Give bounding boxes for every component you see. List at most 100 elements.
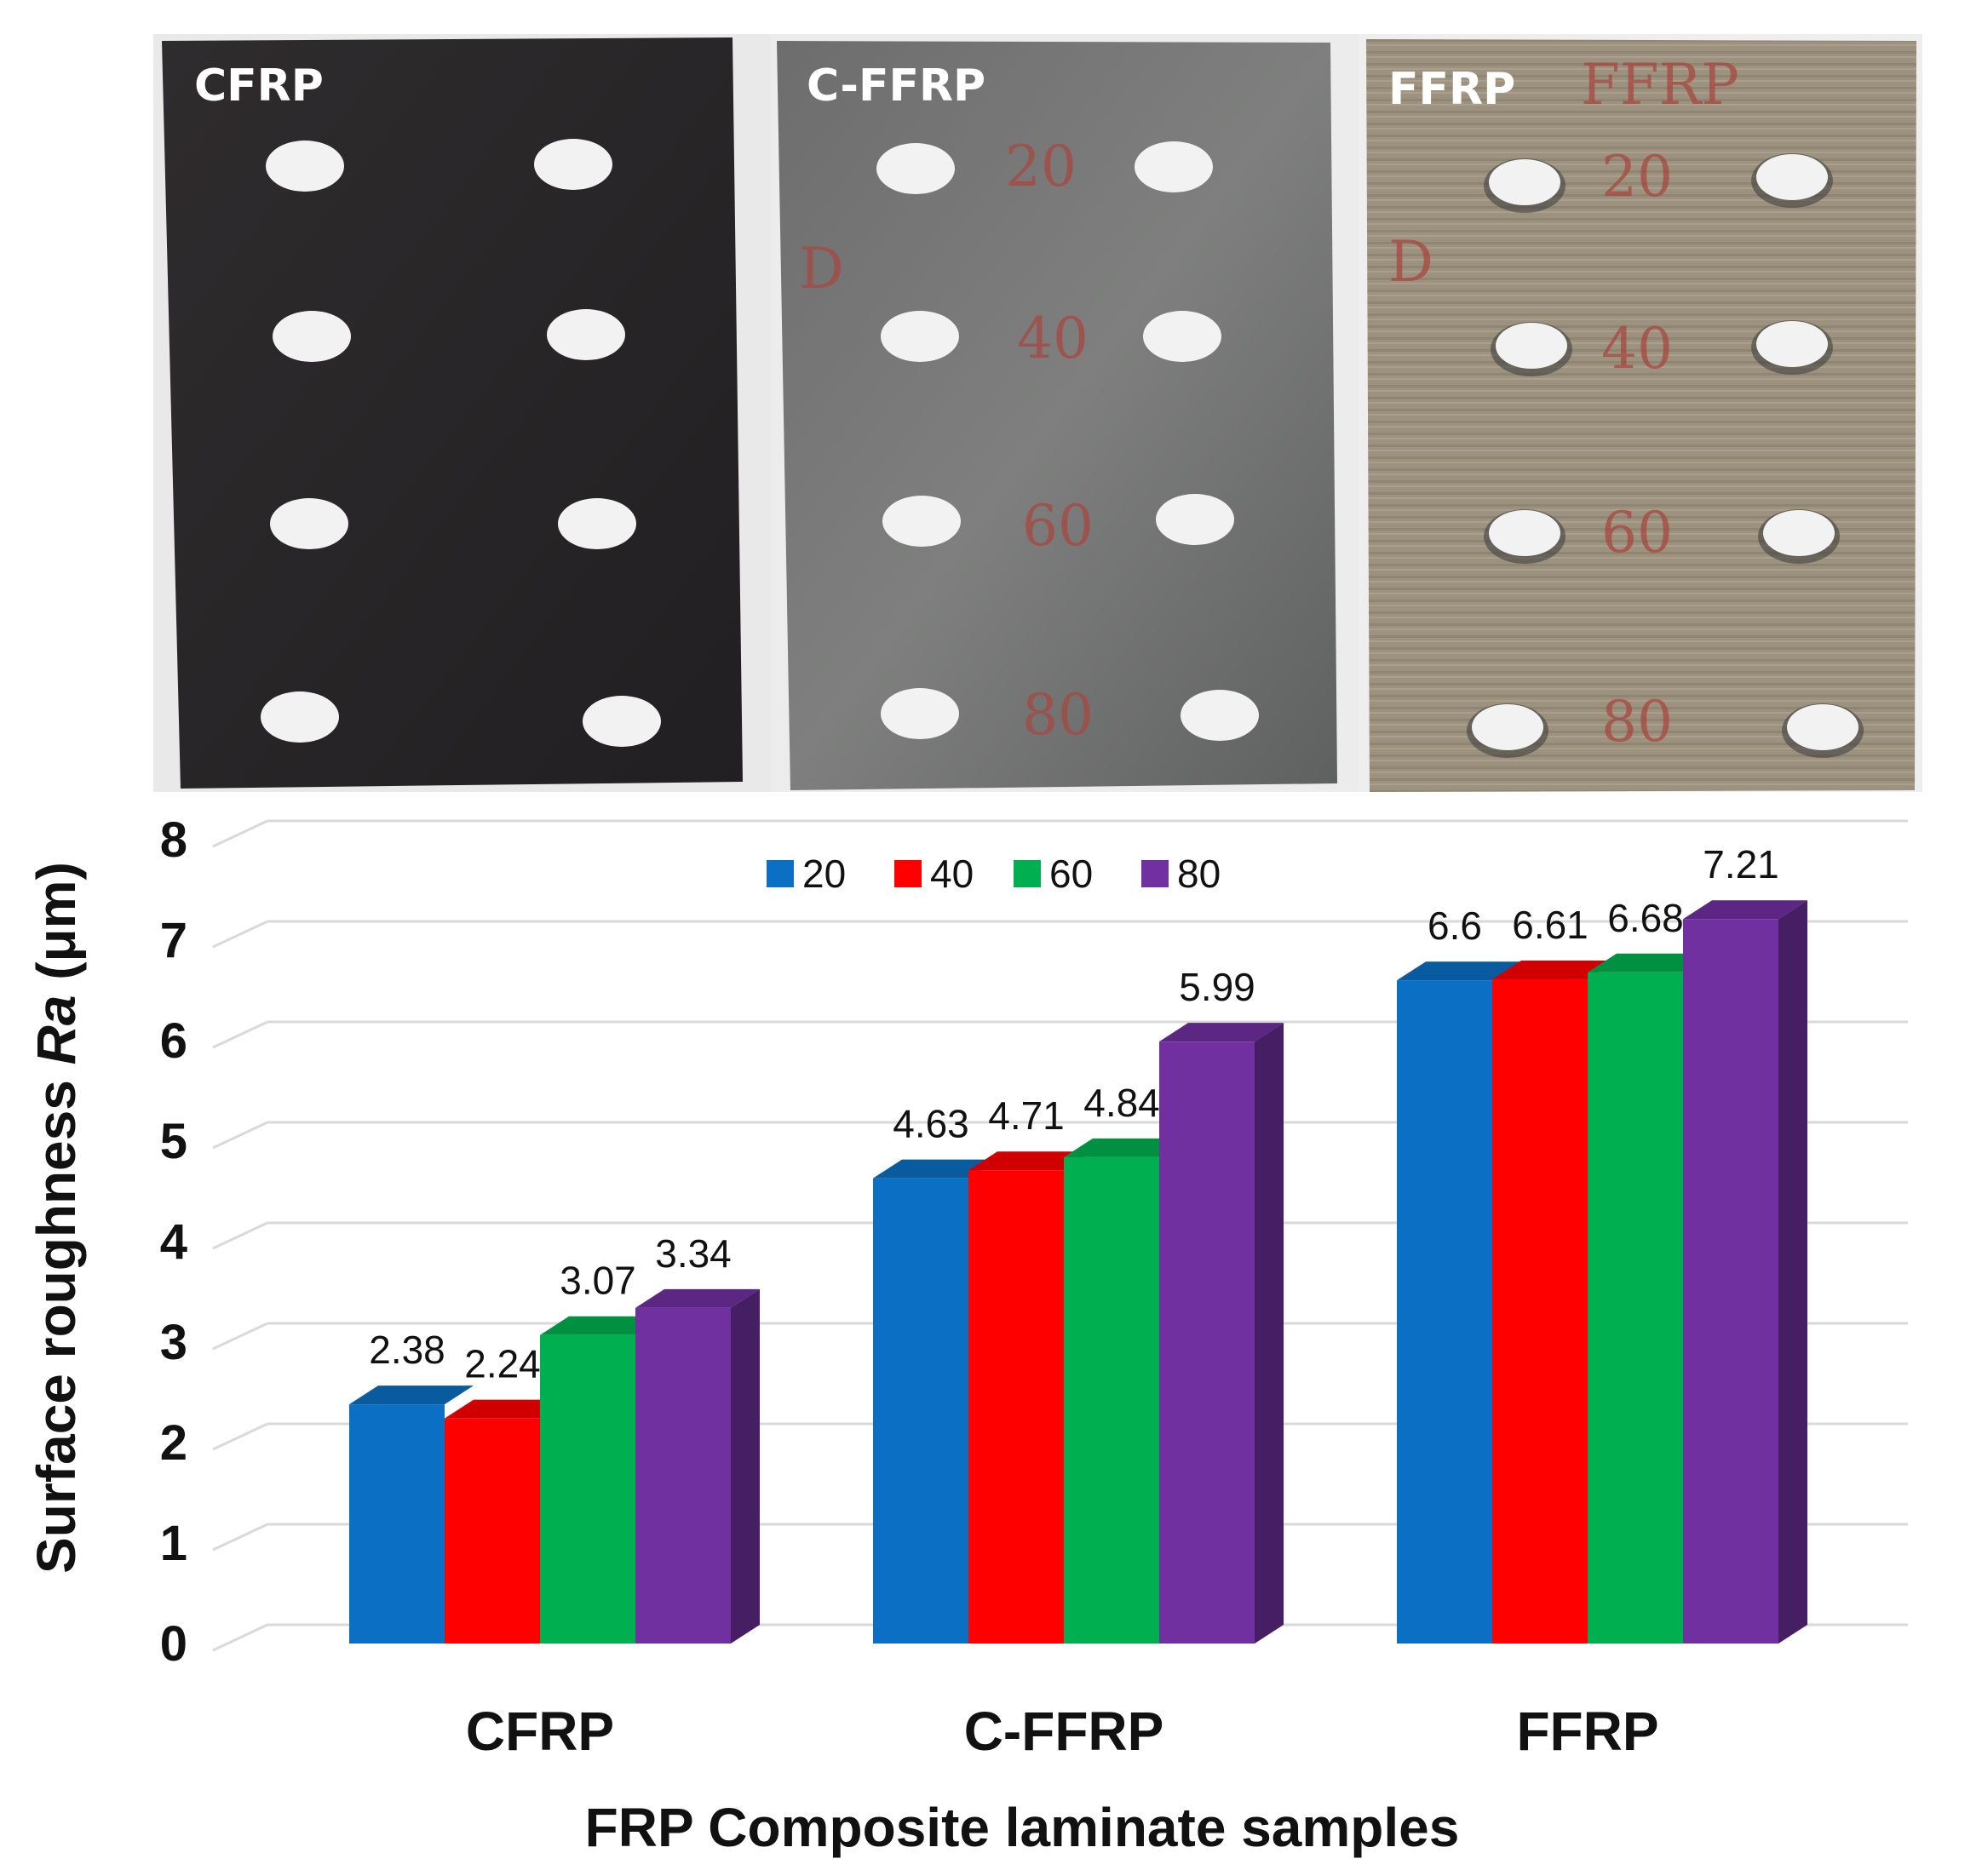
bar-top bbox=[1683, 900, 1807, 920]
legend-item: 80 bbox=[1141, 852, 1221, 896]
y-tick-label: 6 bbox=[160, 1013, 187, 1069]
annotation-80: 80 bbox=[1601, 689, 1673, 754]
data-label: 4.63 bbox=[893, 1102, 969, 1146]
bar bbox=[1588, 953, 1712, 1644]
x-axis-categories: CFRP C-FFRP FFRP bbox=[466, 1701, 1659, 1762]
gridline-depth bbox=[212, 1322, 268, 1351]
photo-panels: CFRP C-FFRP 20 D 40 60 80 bbox=[153, 34, 1922, 792]
bar-top bbox=[968, 1151, 1093, 1171]
bar-front bbox=[1588, 972, 1683, 1644]
y-tick-label: 2 bbox=[160, 1415, 187, 1471]
bar bbox=[968, 1151, 1093, 1644]
gridline-depth bbox=[212, 1523, 268, 1552]
bar-front bbox=[1159, 1041, 1255, 1644]
annotation-40: 40 bbox=[1601, 316, 1673, 382]
gridline-depth bbox=[212, 1020, 268, 1049]
bar bbox=[1492, 961, 1617, 1644]
data-label: 2.38 bbox=[369, 1328, 445, 1372]
gridline-depth bbox=[212, 1422, 268, 1451]
bar-top bbox=[1397, 961, 1521, 981]
bar-front bbox=[1683, 919, 1778, 1644]
y-tick-label: 3 bbox=[160, 1315, 187, 1370]
drill-holes bbox=[876, 141, 1259, 741]
data-label: 6.61 bbox=[1512, 903, 1588, 947]
gridline-depth bbox=[212, 1221, 268, 1250]
y-tick-label: 4 bbox=[160, 1214, 187, 1270]
gridline-depth bbox=[212, 920, 268, 949]
annotation-d: D bbox=[799, 236, 844, 301]
data-label: 4.71 bbox=[988, 1093, 1065, 1138]
photo-label: C-FFRP bbox=[807, 60, 985, 112]
legend-item: 60 bbox=[1014, 852, 1093, 896]
bar-side bbox=[1778, 900, 1807, 1644]
legend-label: 80 bbox=[1177, 852, 1221, 896]
bar bbox=[1064, 1138, 1188, 1644]
legend-swatch bbox=[1014, 860, 1041, 887]
annotation-ffrp: FFRP bbox=[1581, 52, 1739, 118]
data-label: 2.24 bbox=[464, 1342, 541, 1386]
y-tick-label: 0 bbox=[160, 1616, 187, 1672]
drill-holes bbox=[1467, 153, 1864, 758]
y-tick-label: 8 bbox=[160, 812, 187, 868]
bar-top bbox=[540, 1316, 664, 1335]
data-label: 6.6 bbox=[1428, 904, 1482, 948]
photo-label: FFRP bbox=[1388, 64, 1515, 115]
legend-swatch bbox=[894, 860, 922, 887]
bar-front bbox=[968, 1170, 1064, 1644]
bar-front bbox=[1064, 1156, 1159, 1644]
bar-top bbox=[1159, 1023, 1284, 1042]
annotation-20: 20 bbox=[1601, 144, 1673, 209]
bar-chart: 0 1 2 3 4 5 6 7 8 2.38 2.24 3.07 3.34 4.63 4.71 4.84 5.… bbox=[26, 812, 1908, 1858]
bar-top bbox=[1064, 1138, 1188, 1157]
bar-top bbox=[1492, 961, 1617, 980]
bar bbox=[445, 1399, 569, 1644]
bar bbox=[540, 1316, 664, 1644]
data-label: 5.99 bbox=[1179, 965, 1255, 1009]
bar-front bbox=[873, 1178, 968, 1644]
legend-label: 40 bbox=[930, 852, 974, 896]
bar bbox=[1397, 961, 1521, 1644]
data-label: 3.07 bbox=[560, 1259, 636, 1303]
bar bbox=[873, 1159, 997, 1644]
bar-side bbox=[731, 1288, 760, 1644]
x-category-label: CFRP bbox=[466, 1701, 614, 1762]
annotation-60: 60 bbox=[1022, 493, 1094, 559]
bar bbox=[1683, 900, 1807, 1644]
x-category-label: C-FFRP bbox=[964, 1701, 1164, 1762]
data-label: 3.34 bbox=[655, 1231, 732, 1276]
photo-label: CFRP bbox=[194, 60, 324, 112]
bar-top bbox=[349, 1385, 474, 1405]
legend-item: 40 bbox=[894, 852, 974, 896]
y-tick-label: 7 bbox=[160, 913, 187, 968]
gridline-depth bbox=[212, 819, 268, 848]
legend-swatch bbox=[1141, 860, 1169, 887]
data-labels: 2.38 2.24 3.07 3.34 4.63 4.71 4.84 5.99 6.6 6.61 6… bbox=[369, 842, 1779, 1385]
annotation-d: D bbox=[1388, 229, 1433, 295]
bar-top bbox=[445, 1399, 569, 1419]
x-axis-title: FRP Composite laminate samples bbox=[585, 1797, 1460, 1858]
annotation-20: 20 bbox=[1005, 134, 1077, 199]
data-label: 4.84 bbox=[1083, 1081, 1160, 1125]
bar-front bbox=[445, 1418, 540, 1644]
y-tick-label: 1 bbox=[160, 1516, 187, 1571]
photo-c-ffrp: C-FFRP 20 D 40 60 80 bbox=[771, 34, 1359, 792]
bar-front bbox=[1397, 980, 1492, 1644]
legend-label: 20 bbox=[802, 852, 846, 896]
legend: 20 40 60 80 bbox=[767, 852, 1221, 896]
y-axis-ticks: 0 1 2 3 4 5 6 7 8 bbox=[160, 812, 187, 1672]
drill-holes bbox=[261, 139, 661, 747]
legend-item: 20 bbox=[767, 852, 846, 896]
x-category-label: FFRP bbox=[1516, 1701, 1658, 1762]
bar-top bbox=[1588, 953, 1712, 972]
bar bbox=[1159, 1023, 1284, 1644]
bar-front bbox=[349, 1404, 445, 1644]
data-label: 7.21 bbox=[1703, 842, 1779, 886]
annotation-80: 80 bbox=[1022, 682, 1094, 748]
photo-ffrp: FFRP FFRP 20 D 40 60 80 bbox=[1359, 34, 1922, 792]
bar bbox=[349, 1385, 474, 1644]
y-axis-title: Surface roughness Ra (μm) bbox=[26, 862, 87, 1574]
bar-top bbox=[635, 1288, 760, 1308]
photo-cfrp: CFRP bbox=[153, 34, 771, 792]
bars bbox=[349, 900, 1807, 1644]
